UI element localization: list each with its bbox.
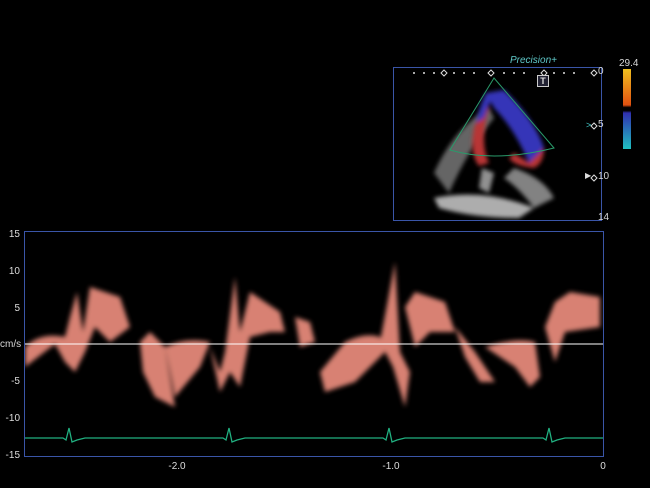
x-tick-neg1: -1.0 — [382, 461, 400, 472]
depth-marker-icon: ▶ — [585, 171, 592, 180]
depth-label-10: 10 — [598, 171, 610, 182]
echo-image-panel[interactable] — [393, 67, 602, 221]
color-scale-bar — [623, 69, 631, 149]
echo-image — [413, 69, 598, 218]
mode-badge[interactable]: T — [537, 75, 549, 87]
velocity-unit-label: cm/s — [0, 339, 22, 350]
color-scale-max: 29.4 — [619, 58, 639, 69]
doppler-spectrum-panel[interactable] — [24, 231, 604, 457]
y-tick-neg5: -5 — [11, 376, 20, 387]
y-tick-neg10: -10 — [5, 413, 20, 424]
doppler-spectrum — [25, 262, 603, 443]
depth-label-5: 5 — [598, 119, 604, 130]
y-tick-15: 15 — [8, 229, 20, 240]
brand-label: Precision+ — [510, 55, 557, 66]
focus-marker-icon[interactable]: > — [586, 120, 592, 130]
depth-label-14: 14 — [598, 212, 610, 223]
x-tick-neg2: -2.0 — [168, 461, 186, 472]
spectrum-envelope — [25, 262, 600, 407]
y-tick-10: 10 — [8, 266, 20, 277]
ecg-trace — [25, 427, 603, 443]
depth-label-0: 0 — [598, 66, 604, 77]
x-tick-0: 0 — [600, 461, 606, 472]
y-tick-neg15: -15 — [5, 450, 20, 461]
y-tick-5: 5 — [14, 303, 20, 314]
